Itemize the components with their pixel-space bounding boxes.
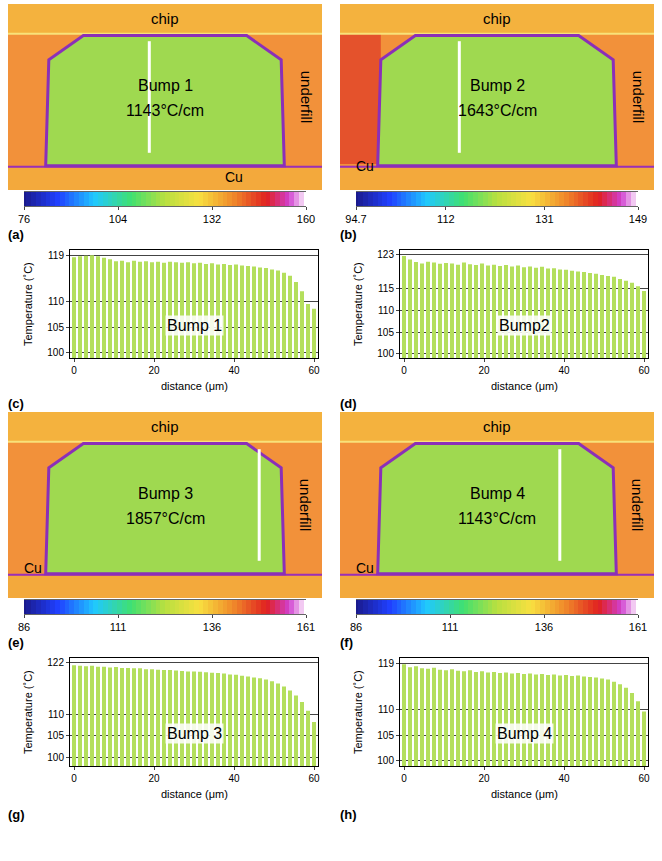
svg-text:0: 0 [71, 365, 77, 376]
svg-text:Cu: Cu [24, 560, 42, 576]
svg-text:distance (μm): distance (μm) [491, 380, 558, 392]
svg-text:(f): (f) [340, 635, 353, 650]
svg-text:105: 105 [377, 327, 394, 338]
svg-text:distance (μm): distance (μm) [161, 788, 228, 800]
svg-text:105: 105 [47, 730, 64, 741]
svg-text:60: 60 [308, 773, 320, 784]
svg-text:119: 119 [378, 658, 394, 669]
svg-text:40: 40 [558, 773, 570, 784]
svg-text:20: 20 [478, 365, 490, 376]
svg-text:136: 136 [535, 621, 553, 633]
svg-text:1143°C/cm: 1143°C/cm [126, 102, 204, 119]
svg-text:20: 20 [148, 773, 160, 784]
svg-text:Bump2: Bump2 [499, 317, 550, 334]
svg-text:chip: chip [151, 10, 179, 27]
svg-text:(e): (e) [8, 635, 24, 650]
svg-text:underfill: underfill [297, 479, 314, 532]
svg-text:Bump 4: Bump 4 [497, 725, 552, 742]
svg-text:Cu: Cu [225, 169, 243, 185]
svg-text:distance (μm): distance (μm) [491, 788, 558, 800]
svg-text:Bump 2: Bump 2 [470, 77, 525, 94]
svg-text:160: 160 [297, 213, 315, 225]
svg-text:60: 60 [638, 365, 650, 376]
svg-text:(h): (h) [340, 807, 357, 822]
svg-text:Bump 4: Bump 4 [470, 485, 525, 502]
svg-text:(c): (c) [8, 396, 24, 411]
svg-text:115: 115 [378, 283, 394, 294]
svg-text:Cu: Cu [356, 560, 374, 576]
svg-text:119: 119 [48, 250, 64, 261]
svg-text:(b): (b) [340, 227, 357, 242]
svg-text:20: 20 [478, 773, 490, 784]
svg-text:86: 86 [18, 621, 30, 633]
svg-text:underfill: underfill [629, 479, 646, 532]
svg-text:(g): (g) [8, 807, 25, 822]
svg-text:100: 100 [377, 348, 394, 359]
svg-text:Cu: Cu [356, 158, 374, 174]
svg-text:123: 123 [377, 249, 394, 260]
svg-text:distance (μm): distance (μm) [161, 380, 228, 392]
svg-text:underfill: underfill [630, 71, 647, 124]
svg-text:131: 131 [535, 213, 553, 225]
svg-text:chip: chip [483, 418, 511, 435]
svg-text:161: 161 [297, 621, 315, 633]
svg-text:105: 105 [377, 730, 394, 741]
svg-text:105: 105 [47, 322, 64, 333]
svg-text:76: 76 [18, 213, 30, 225]
svg-text:110: 110 [48, 709, 64, 720]
svg-text:underfill: underfill [298, 71, 315, 124]
svg-text:149: 149 [629, 213, 647, 225]
svg-text:161: 161 [629, 621, 647, 633]
svg-text:0: 0 [71, 773, 77, 784]
svg-text:1643°C/cm: 1643°C/cm [458, 102, 537, 119]
svg-text:1143°C/cm: 1143°C/cm [458, 510, 536, 527]
svg-text:chip: chip [151, 418, 179, 435]
svg-text:86: 86 [350, 621, 362, 633]
svg-text:20: 20 [148, 365, 160, 376]
svg-text:40: 40 [558, 365, 570, 376]
svg-text:110: 110 [48, 296, 64, 307]
svg-text:0: 0 [401, 365, 407, 376]
svg-text:104: 104 [109, 213, 127, 225]
svg-text:Bump 3: Bump 3 [138, 485, 193, 502]
svg-text:100: 100 [377, 755, 394, 766]
svg-text:Bump 1: Bump 1 [167, 317, 222, 334]
svg-text:Temperature (˚C): Temperature (˚C) [352, 670, 364, 754]
svg-text:(a): (a) [8, 227, 24, 242]
svg-text:(d): (d) [340, 396, 357, 411]
svg-text:40: 40 [228, 365, 240, 376]
svg-text:0: 0 [401, 773, 407, 784]
svg-text:122: 122 [47, 657, 64, 668]
svg-text:110: 110 [378, 305, 394, 316]
svg-text:110: 110 [378, 704, 394, 715]
svg-text:1857°C/cm: 1857°C/cm [126, 510, 205, 527]
svg-text:132: 132 [203, 213, 221, 225]
svg-text:111: 111 [442, 621, 459, 633]
svg-text:chip: chip [483, 10, 511, 27]
svg-text:60: 60 [638, 773, 650, 784]
svg-text:111: 111 [110, 621, 127, 633]
svg-text:Temperature (˚C): Temperature (˚C) [352, 262, 364, 346]
svg-text:100: 100 [47, 752, 64, 763]
svg-text:112: 112 [437, 213, 455, 225]
svg-text:Bump 3: Bump 3 [167, 725, 222, 742]
svg-text:94.7: 94.7 [345, 213, 366, 225]
svg-text:60: 60 [308, 365, 320, 376]
svg-text:Temperature (˚C): Temperature (˚C) [22, 262, 34, 346]
svg-text:Bump 1: Bump 1 [138, 77, 193, 94]
svg-text:100: 100 [47, 347, 64, 358]
svg-text:Temperature (˚C): Temperature (˚C) [22, 670, 34, 754]
svg-text:136: 136 [203, 621, 221, 633]
svg-text:40: 40 [228, 773, 240, 784]
